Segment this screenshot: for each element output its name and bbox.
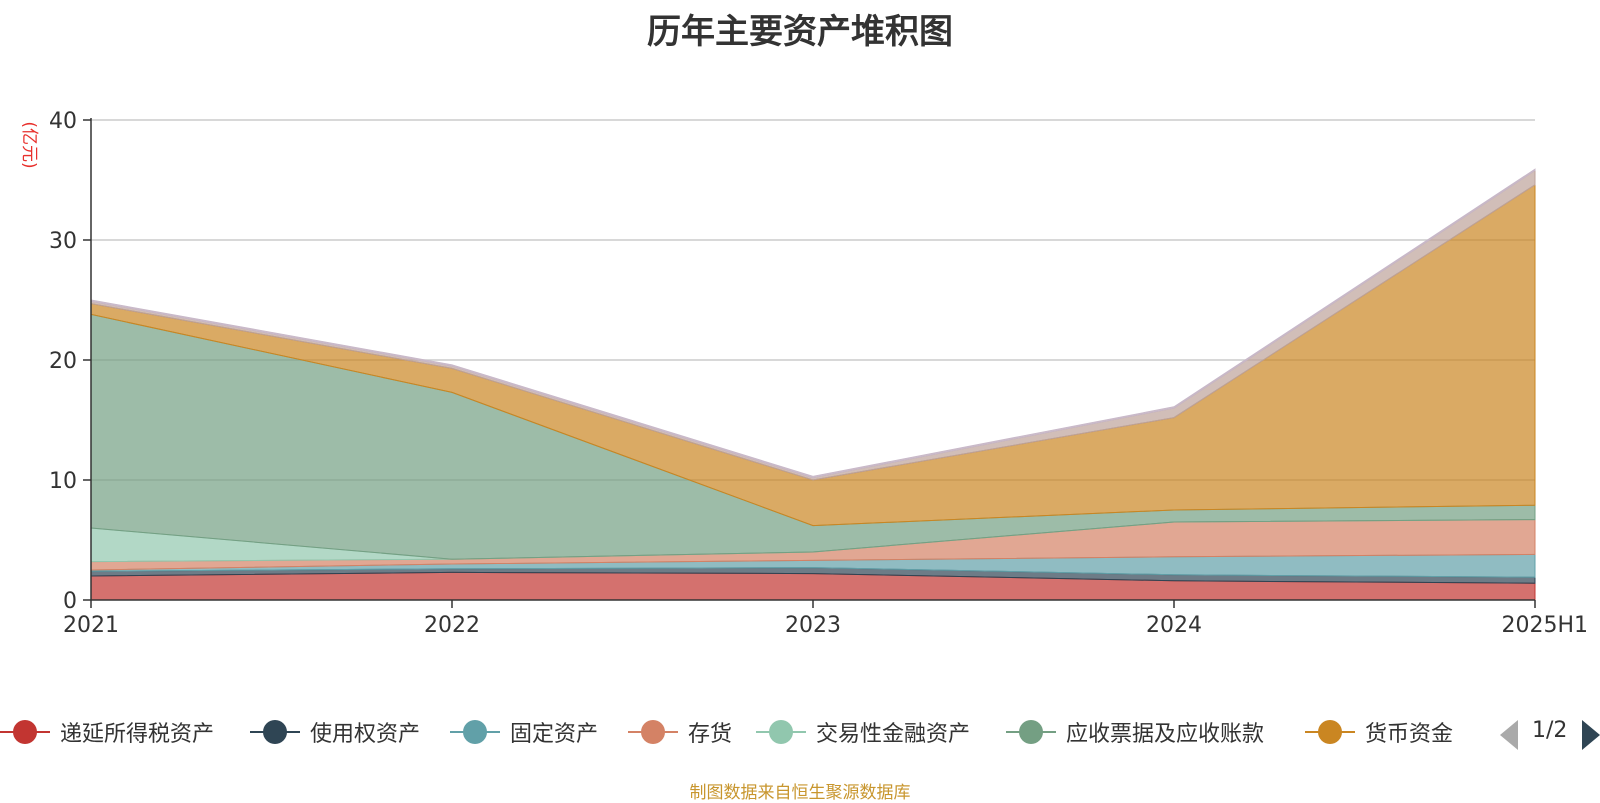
y-axis-label: (亿元) (19, 121, 39, 168)
pager-text: 1/2 (1532, 718, 1568, 743)
legend-item[interactable]: 交易性金融资产 (756, 712, 970, 752)
legend-swatch-icon (628, 718, 678, 746)
legend-item[interactable]: 货币资金 (1305, 712, 1453, 752)
area-series-8[interactable] (90, 168, 1536, 479)
legend-item[interactable]: 存货 (628, 712, 732, 752)
legend-swatch-icon (756, 718, 806, 746)
chart-title: 历年主要资产堆积图 (647, 12, 953, 52)
legend-label: 应收票据及应收账款 (1066, 722, 1265, 747)
pager-prev-icon[interactable] (1500, 720, 1518, 750)
legend-label: 使用权资产 (310, 722, 421, 747)
legend-swatch-icon (450, 718, 500, 746)
x-tick-label: 2024 (1146, 613, 1202, 638)
legend-swatch-icon (1305, 718, 1355, 746)
x-tick-label: 2022 (424, 613, 480, 638)
y-tick-label: 40 (49, 109, 77, 134)
x-tick-label: 2021 (63, 613, 119, 638)
legend-item[interactable]: 固定资产 (450, 712, 598, 752)
x-tick-label: 2025H1 (1501, 613, 1588, 638)
legend-item[interactable]: 使用权资产 (250, 712, 420, 752)
x-tick-label: 2023 (785, 613, 841, 638)
source-note: 制图数据来自恒生聚源数据库 (689, 783, 911, 803)
y-tick-label: 30 (49, 229, 77, 254)
y-tick-label: 0 (63, 589, 77, 614)
pager-next-icon[interactable] (1582, 720, 1600, 750)
axes: 0 10 20 30 40 2021 2022 2023 2024 2025H1 (49, 109, 1588, 638)
legend-label: 交易性金融资产 (816, 722, 971, 747)
legend-swatch-icon (250, 718, 300, 746)
area-series (90, 168, 1536, 601)
legend-pager: 1/2 (1500, 716, 1600, 752)
y-tick-label: 20 (49, 349, 77, 374)
legend-label: 存货 (688, 722, 733, 747)
legend-swatch-icon (0, 718, 50, 746)
legend-item[interactable]: 递延所得税资产 (0, 712, 214, 752)
legend-label: 递延所得税资产 (60, 722, 215, 747)
legend-label: 固定资产 (510, 722, 599, 747)
y-tick-label: 10 (49, 469, 77, 494)
legend-item[interactable]: 应收票据及应收账款 (1006, 712, 1264, 752)
legend-swatch-icon (1006, 718, 1056, 746)
legend-label: 货币资金 (1365, 722, 1454, 747)
